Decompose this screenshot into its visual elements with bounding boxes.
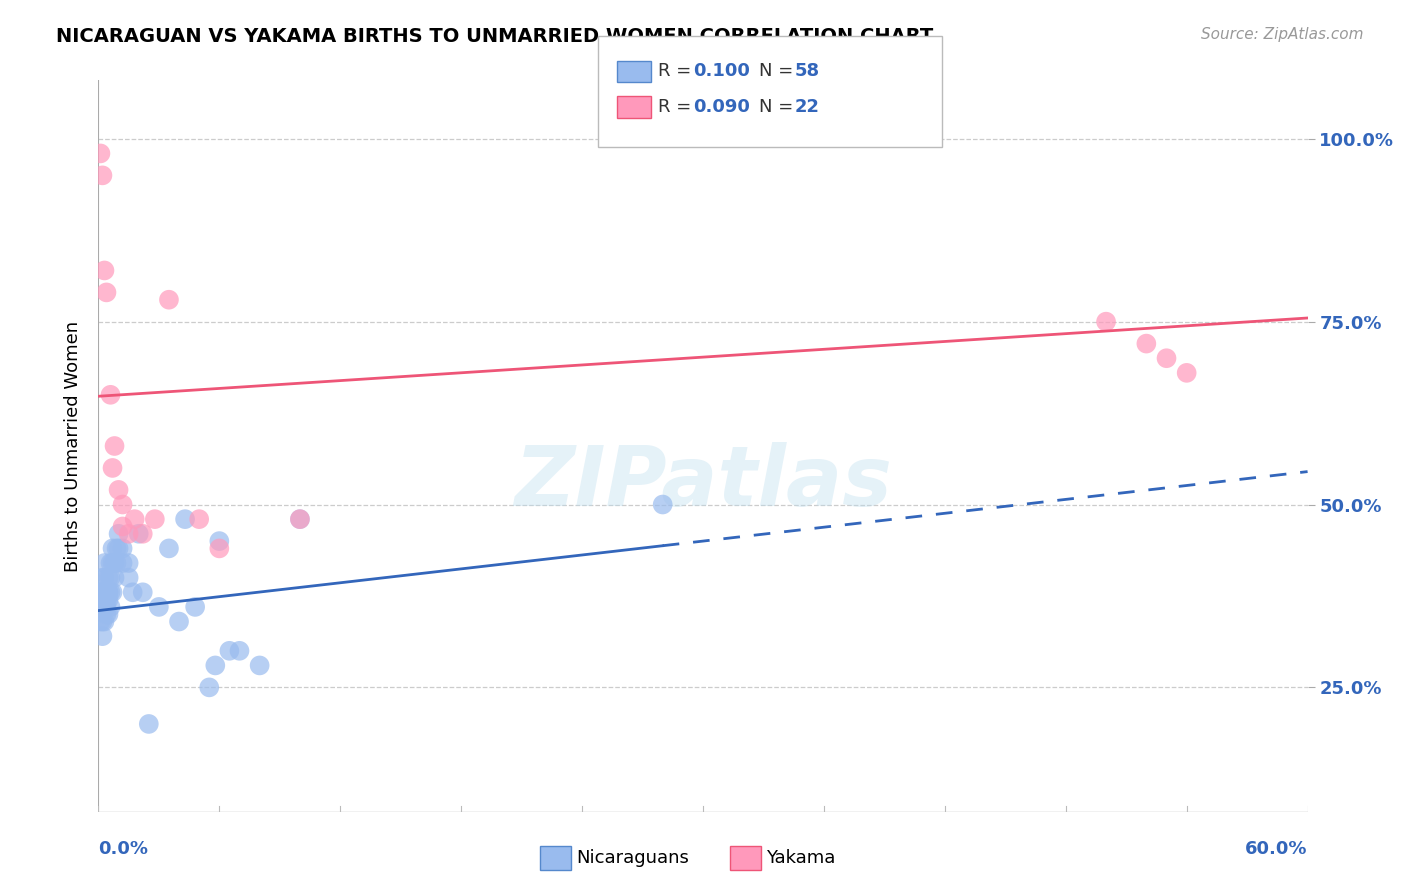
Point xyxy=(204,658,226,673)
Text: 58: 58 xyxy=(794,62,820,80)
Point xyxy=(188,512,211,526)
Point xyxy=(93,556,115,570)
Point xyxy=(91,571,114,585)
Point xyxy=(184,599,207,614)
Point xyxy=(93,263,115,277)
Point xyxy=(103,571,125,585)
Point xyxy=(89,599,111,614)
Point xyxy=(93,599,115,614)
Point xyxy=(91,629,114,643)
Text: 0.100: 0.100 xyxy=(693,62,749,80)
Point xyxy=(107,483,129,497)
Point xyxy=(132,585,155,599)
Point xyxy=(100,571,122,585)
Point xyxy=(105,541,128,556)
Point xyxy=(148,599,170,614)
Point xyxy=(91,615,114,629)
Point xyxy=(93,585,115,599)
Point xyxy=(174,512,197,526)
Point xyxy=(198,681,221,695)
Point xyxy=(97,607,120,622)
Point xyxy=(1095,315,1118,329)
Text: 0.090: 0.090 xyxy=(693,98,749,116)
Point xyxy=(208,534,231,549)
Point xyxy=(89,615,111,629)
Point xyxy=(111,541,134,556)
Text: 60.0%: 60.0% xyxy=(1246,840,1308,858)
Point xyxy=(1135,336,1157,351)
Point xyxy=(107,541,129,556)
Point xyxy=(157,541,180,556)
Point xyxy=(97,571,120,585)
Text: Nicaraguans: Nicaraguans xyxy=(576,849,689,867)
Point xyxy=(128,526,150,541)
Text: Source: ZipAtlas.com: Source: ZipAtlas.com xyxy=(1201,27,1364,42)
Point xyxy=(107,526,129,541)
Point xyxy=(89,146,111,161)
Point xyxy=(124,512,146,526)
Point xyxy=(93,599,115,614)
Point xyxy=(96,592,118,607)
Point xyxy=(89,585,111,599)
Point xyxy=(96,285,118,300)
Point xyxy=(101,461,124,475)
Point xyxy=(103,556,125,570)
Text: N =: N = xyxy=(759,62,799,80)
Point xyxy=(118,571,141,585)
Text: R =: R = xyxy=(658,98,697,116)
Point xyxy=(105,556,128,570)
Text: N =: N = xyxy=(759,98,799,116)
Point xyxy=(101,585,124,599)
Text: Yakama: Yakama xyxy=(766,849,835,867)
Point xyxy=(100,388,122,402)
Point xyxy=(97,585,120,599)
Point xyxy=(103,439,125,453)
Point xyxy=(93,585,115,599)
Point xyxy=(249,658,271,673)
Text: R =: R = xyxy=(658,62,697,80)
Point xyxy=(96,599,118,614)
Point xyxy=(651,498,673,512)
Text: NICARAGUAN VS YAKAMA BIRTHS TO UNMARRIED WOMEN CORRELATION CHART: NICARAGUAN VS YAKAMA BIRTHS TO UNMARRIED… xyxy=(56,27,934,45)
Point xyxy=(118,556,141,570)
Point xyxy=(121,585,143,599)
Point xyxy=(93,615,115,629)
Point xyxy=(1156,351,1178,366)
Point xyxy=(111,556,134,570)
Y-axis label: Births to Unmarried Women: Births to Unmarried Women xyxy=(63,320,82,572)
Point xyxy=(167,615,190,629)
Point xyxy=(288,512,311,526)
Point xyxy=(111,498,134,512)
Point xyxy=(97,592,120,607)
Point xyxy=(91,599,114,614)
Point xyxy=(118,526,141,541)
Point xyxy=(288,512,311,526)
Point xyxy=(132,526,155,541)
Point xyxy=(100,599,122,614)
Point xyxy=(228,644,250,658)
Point xyxy=(100,585,122,599)
Point xyxy=(101,556,124,570)
Point xyxy=(100,556,122,570)
Point xyxy=(96,607,118,622)
Point xyxy=(97,585,120,599)
Text: 22: 22 xyxy=(794,98,820,116)
Point xyxy=(111,519,134,533)
Point xyxy=(138,717,160,731)
Point xyxy=(91,169,114,183)
Point xyxy=(1175,366,1198,380)
Point xyxy=(157,293,180,307)
Point xyxy=(218,644,240,658)
Point xyxy=(101,541,124,556)
Point xyxy=(91,585,114,599)
Point xyxy=(208,541,231,556)
Text: ZIPatlas: ZIPatlas xyxy=(515,442,891,523)
Text: 0.0%: 0.0% xyxy=(98,840,149,858)
Point xyxy=(143,512,166,526)
Point xyxy=(96,585,118,599)
Point xyxy=(93,571,115,585)
